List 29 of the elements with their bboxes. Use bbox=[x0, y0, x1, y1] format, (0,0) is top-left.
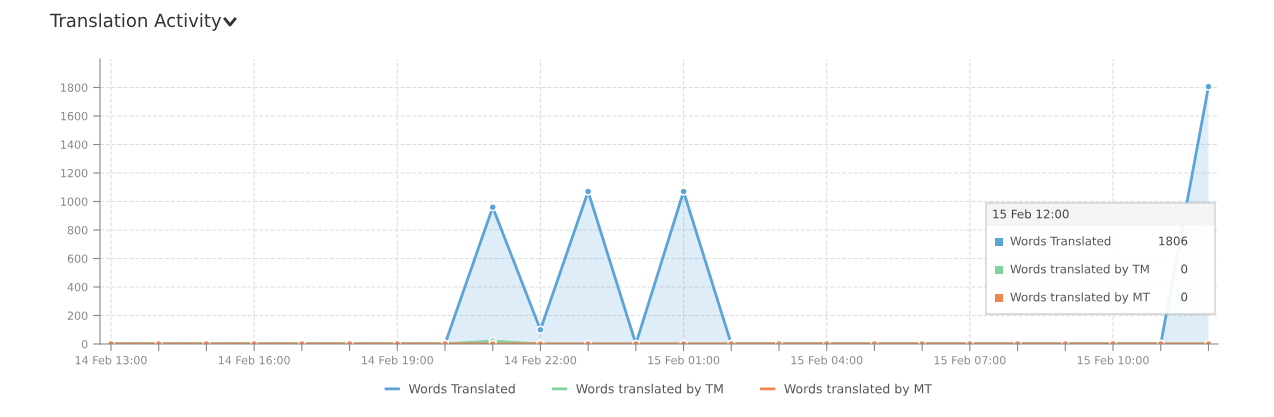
annotation: 1806 bbox=[1159, 236, 1188, 246]
legend-label: Words translated by TM bbox=[576, 383, 723, 396]
x-tick-label: 15 Feb 07:00 bbox=[934, 355, 1006, 365]
x-tick-label: 15 Feb 04:00 bbox=[791, 355, 863, 365]
chart-title: Translation Activity bbox=[49, 13, 222, 31]
y-tick-label: 1000 bbox=[61, 197, 88, 206]
y-tick-label: 600 bbox=[67, 254, 88, 263]
text: Words Translated bbox=[408, 383, 515, 394]
text: Words translated by MT bbox=[1010, 292, 1150, 304]
x-tick-label: 14 Feb 19:00 bbox=[362, 355, 433, 365]
y-tick-label: 1200 bbox=[61, 168, 88, 178]
legend-label: Words translated by MT bbox=[784, 383, 933, 396]
x-tick-label: 14 Feb 22:00 bbox=[505, 355, 577, 365]
annotation: 0 bbox=[1181, 264, 1188, 274]
x-tick-label: 15 Feb 10:00 bbox=[1077, 355, 1149, 365]
y-tick-label: 0 bbox=[81, 339, 88, 349]
annotation: 15 Feb 12:00 bbox=[993, 209, 1069, 219]
y-tick-label: 400 bbox=[67, 282, 88, 292]
x-tick-label: 14 Feb 16:00 bbox=[218, 355, 290, 365]
text: Words translated by TM bbox=[1010, 264, 1149, 276]
y-tick-label: 1600 bbox=[61, 111, 88, 121]
x-tick-label: 15 Feb 01:00 bbox=[648, 355, 720, 365]
x-tick-label: 14 Feb 13:00 bbox=[75, 355, 147, 365]
y-tick-label: 800 bbox=[67, 225, 88, 235]
y-tick-label: 200 bbox=[67, 311, 88, 320]
legend-label: Words Translated bbox=[1010, 236, 1111, 246]
annotation: 0 bbox=[1181, 292, 1188, 302]
y-tick-label: 1800 bbox=[61, 83, 88, 92]
y-tick-label: 1400 bbox=[61, 140, 88, 149]
